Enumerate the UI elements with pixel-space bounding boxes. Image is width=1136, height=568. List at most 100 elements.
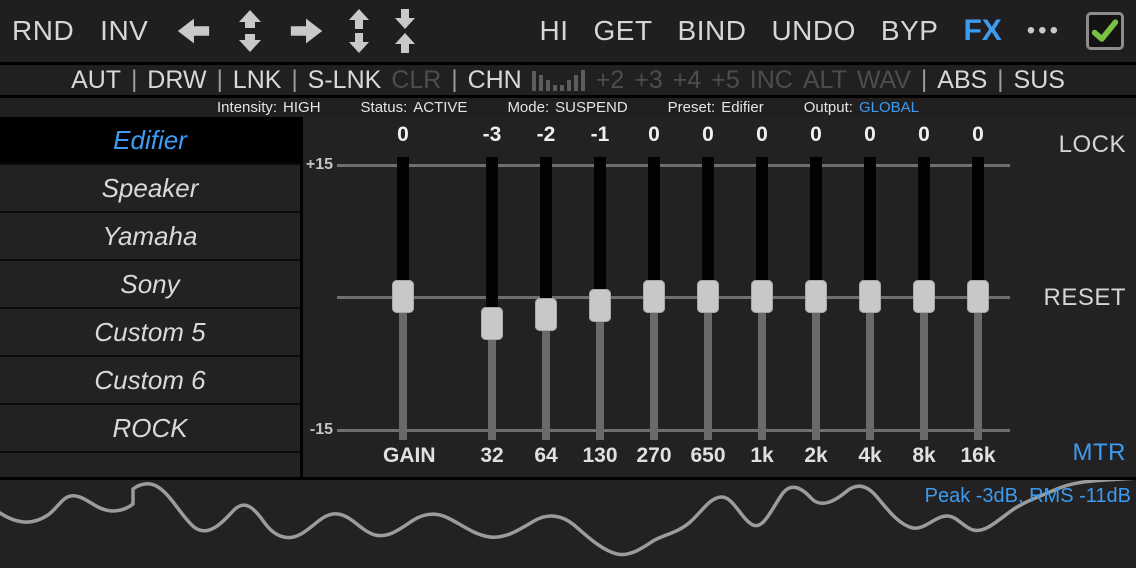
- check-icon: [1091, 19, 1119, 42]
- confirm-checkbox[interactable]: [1086, 12, 1124, 50]
- arrow-right-icon[interactable]: [288, 11, 326, 51]
- fx-button[interactable]: FX: [963, 14, 1002, 47]
- preset-item-speaker[interactable]: Speaker: [0, 165, 300, 213]
- slider-thumb[interactable]: [535, 297, 557, 331]
- toolbar-item--2[interactable]: +2: [595, 65, 625, 94]
- inv-button[interactable]: INV: [100, 15, 149, 46]
- arrow-left-icon[interactable]: [174, 11, 212, 51]
- eq-slider-32[interactable]: -3 32: [472, 117, 512, 477]
- preset-item-rock[interactable]: ROCK: [0, 405, 300, 453]
- waveform-panel: Peak -3dB, RMS -11dB: [0, 480, 1136, 568]
- slider-thumb[interactable]: [589, 288, 611, 322]
- slider-value-label: 0: [972, 123, 984, 146]
- rnd-button[interactable]: RND: [12, 15, 75, 46]
- lock-button[interactable]: LOCK: [1058, 131, 1126, 158]
- slider-track-upper[interactable]: [810, 157, 822, 297]
- slider-track-lower[interactable]: [758, 296, 766, 440]
- eq-slider-8k[interactable]: 0 8k: [904, 117, 944, 477]
- toolbar-item--4[interactable]: +4: [672, 65, 702, 94]
- toolbar-item-aut[interactable]: AUT: [71, 65, 122, 94]
- toolbar-separator: |: [216, 66, 223, 93]
- slider-track-upper[interactable]: [756, 157, 768, 297]
- slider-thumb[interactable]: [967, 280, 989, 313]
- status-output: Output: GLOBAL: [804, 99, 919, 116]
- slider-track-lower[interactable]: [704, 296, 712, 440]
- toolbar-item--5[interactable]: +5: [711, 65, 740, 94]
- slider-track-lower[interactable]: [488, 323, 496, 440]
- toolbar-item-inc[interactable]: INC: [749, 65, 793, 94]
- slider-track-lower[interactable]: [650, 296, 658, 440]
- slider-track-upper[interactable]: [594, 157, 606, 306]
- slider-track-upper[interactable]: [972, 157, 984, 297]
- slider-track-upper[interactable]: [486, 157, 498, 324]
- eq-slider-16k[interactable]: 0 16k: [958, 117, 998, 477]
- eq-slider-64[interactable]: -2 64: [526, 117, 566, 477]
- slider-thumb[interactable]: [913, 280, 935, 313]
- toolbar-item-lnk[interactable]: LNK: [232, 65, 282, 94]
- toolbar-item-s-lnk[interactable]: S-LNK: [307, 65, 382, 94]
- slider-thumb[interactable]: [805, 280, 827, 313]
- status-value: Edifier: [721, 99, 764, 116]
- scale-min-label: -15: [309, 421, 333, 438]
- eq-slider-650[interactable]: 0 650: [688, 117, 728, 477]
- toolbar-item-abs[interactable]: ABS: [937, 65, 988, 94]
- toolbar-item-sus[interactable]: SUS: [1013, 65, 1065, 94]
- toolbar-item-drw[interactable]: DRW: [147, 65, 207, 94]
- band-frequency-label: 8k: [912, 444, 936, 467]
- byp-button[interactable]: BYP: [880, 15, 939, 46]
- slider-track-lower[interactable]: [542, 314, 550, 440]
- eq-slider-gain[interactable]: 0 GAIN: [383, 117, 436, 477]
- eq-slider-130[interactable]: -1 130: [580, 117, 620, 477]
- waveform-icon: [0, 480, 1134, 557]
- more-options-icon[interactable]: •••: [1026, 17, 1061, 44]
- preset-item-custom-6[interactable]: Custom 6: [0, 357, 300, 405]
- toolbar-separator: |: [921, 66, 928, 93]
- top-menu-bar: RND INV HI GET BIND UNDO BYP FX •••: [0, 0, 1136, 62]
- slider-track-upper[interactable]: [648, 157, 660, 297]
- preset-list: Edifier Speaker Yamaha Sony Custom 5 Custom 6…: [0, 117, 300, 501]
- slider-track-lower[interactable]: [974, 296, 982, 440]
- slider-track-upper[interactable]: [702, 157, 714, 297]
- slider-track-lower[interactable]: [399, 296, 407, 440]
- slider-track-upper[interactable]: [397, 157, 409, 297]
- preset-item-yamaha[interactable]: Yamaha: [0, 213, 300, 261]
- slider-thumb[interactable]: [859, 280, 881, 313]
- preset-item-edifier[interactable]: Edifier: [0, 117, 300, 165]
- get-button[interactable]: GET: [593, 15, 653, 46]
- toolbar-item--3[interactable]: +3: [634, 65, 663, 94]
- band-frequency-label: 650: [690, 444, 726, 467]
- preset-item-custom-5[interactable]: Custom 5: [0, 309, 300, 357]
- slider-track-upper[interactable]: [864, 157, 876, 297]
- slider-track-upper[interactable]: [918, 157, 930, 297]
- slider-track-lower[interactable]: [812, 296, 820, 440]
- toolbar-item-alt[interactable]: ALT: [802, 65, 847, 94]
- undo-button[interactable]: UNDO: [771, 15, 856, 46]
- collapse-vertical-icon[interactable]: [392, 8, 418, 54]
- slider-track-lower[interactable]: [596, 305, 604, 440]
- eq-slider-2k[interactable]: 0 2k: [796, 117, 836, 477]
- expand-vertical-icon[interactable]: [232, 8, 268, 54]
- slider-track-upper[interactable]: [540, 157, 552, 315]
- preset-item-sony[interactable]: Sony: [0, 261, 300, 309]
- slider-thumb[interactable]: [697, 280, 719, 313]
- eq-slider-4k[interactable]: 0 4k: [850, 117, 890, 477]
- slider-track-lower[interactable]: [920, 296, 928, 440]
- toolbar-item-wav[interactable]: WAV: [856, 65, 912, 94]
- band-frequency-label: 4k: [858, 444, 882, 467]
- hi-button[interactable]: HI: [539, 15, 569, 46]
- eq-slider-1k[interactable]: 0 1k: [742, 117, 782, 477]
- reset-button[interactable]: RESET: [1043, 284, 1126, 311]
- slider-thumb[interactable]: [751, 280, 773, 313]
- band-frequency-label: 32: [480, 444, 504, 467]
- bind-button[interactable]: BIND: [677, 15, 747, 46]
- slider-track-lower[interactable]: [866, 296, 874, 440]
- top-right-group: HI GET BIND UNDO BYP FX •••: [539, 12, 1124, 50]
- slider-thumb[interactable]: [643, 280, 665, 313]
- slider-thumb[interactable]: [392, 280, 414, 313]
- meter-toggle-button[interactable]: MTR: [1072, 439, 1126, 466]
- toolbar-item-clr[interactable]: CLR: [391, 65, 442, 94]
- toolbar-item-chn[interactable]: CHN: [467, 65, 522, 94]
- slider-thumb[interactable]: [481, 306, 503, 340]
- move-vertical-icon[interactable]: [346, 8, 372, 54]
- eq-slider-270[interactable]: 0 270: [634, 117, 674, 477]
